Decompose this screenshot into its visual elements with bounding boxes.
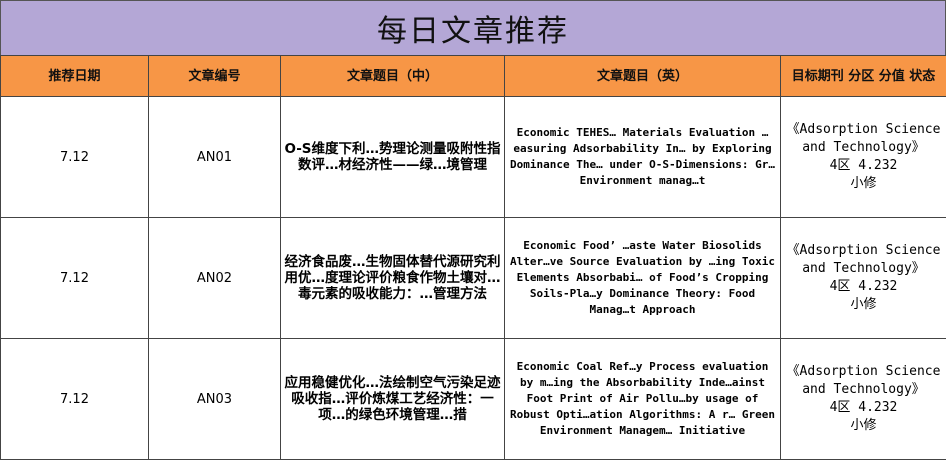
cell-title-zh[interactable]: O-S维度下利…势理论测量吸附性指数评…材经济性——绿…境管理 <box>280 96 505 218</box>
table-row: 7.12 AN03 应用稳健优化…法绘制空气污染足迹吸收指…评价炼煤工艺经济性：… <box>0 338 946 460</box>
table-row: 7.12 AN02 经济食品废…生物固体替代源研究利用优…度理论评价粮食作物土壤… <box>0 217 946 339</box>
status: 小修 <box>850 418 877 433</box>
cell-title-zh[interactable]: 应用稳健优化…法绘制空气污染足迹吸收指…评价炼煤工艺经济性：一项…的绿色环境管理… <box>280 338 505 460</box>
header-date[interactable]: 推荐日期 <box>0 55 149 97</box>
table-row: 7.12 AN01 O-S维度下利…势理论测量吸附性指数评…材经济性——绿…境管… <box>0 96 946 218</box>
status: 小修 <box>850 176 877 191</box>
zone: 4区 4.232 <box>829 158 898 173</box>
page-title: 每日文章推荐 <box>0 0 946 56</box>
cell-date[interactable]: 7.12 <box>0 96 149 218</box>
header-id[interactable]: 文章编号 <box>148 55 281 97</box>
cell-journal[interactable]: 《Adsorption Science and Technology》 4区 4.… <box>780 217 946 339</box>
cell-id[interactable]: AN03 <box>148 338 281 460</box>
cell-id[interactable]: AN02 <box>148 217 281 339</box>
header-journal[interactable]: 目标期刊 分区 分值 状态 <box>780 55 946 97</box>
header-row: 推荐日期 文章编号 文章题目（中） 文章题目（英） 目标期刊 分区 分值 状态 <box>0 55 946 97</box>
cell-title-zh[interactable]: 经济食品废…生物固体替代源研究利用优…度理论评价粮食作物土壤对…毒元素的吸收能力… <box>280 217 505 339</box>
header-title-zh[interactable]: 文章题目（中） <box>280 55 505 97</box>
journal: 《Adsorption Science and Technology》 <box>786 122 941 155</box>
cell-id[interactable]: AN01 <box>148 96 281 218</box>
journal: 《Adsorption Science and Technology》 <box>786 364 941 397</box>
zone: 4区 4.232 <box>829 400 898 415</box>
cell-title-en[interactable]: Economic TEHES… Materials Evaluation …ea… <box>504 96 781 218</box>
cell-title-en[interactable]: Economic Food’ …aste Water Biosolids Alt… <box>504 217 781 339</box>
cell-date[interactable]: 7.12 <box>0 338 149 460</box>
articles-table: 推荐日期 文章编号 文章题目（中） 文章题目（英） 目标期刊 分区 分值 状态 … <box>0 55 946 460</box>
cell-journal[interactable]: 《Adsorption Science and Technology》 4区 4.… <box>780 96 946 218</box>
zone: 4区 4.232 <box>829 279 898 294</box>
header-title-en[interactable]: 文章题目（英） <box>504 55 781 97</box>
journal: 《Adsorption Science and Technology》 <box>786 243 941 276</box>
cell-journal[interactable]: 《Adsorption Science and Technology》 4区 4.… <box>780 338 946 460</box>
status: 小修 <box>850 297 877 312</box>
cell-title-en[interactable]: Economic Coal Ref…y Process evaluation b… <box>504 338 781 460</box>
cell-date[interactable]: 7.12 <box>0 217 149 339</box>
